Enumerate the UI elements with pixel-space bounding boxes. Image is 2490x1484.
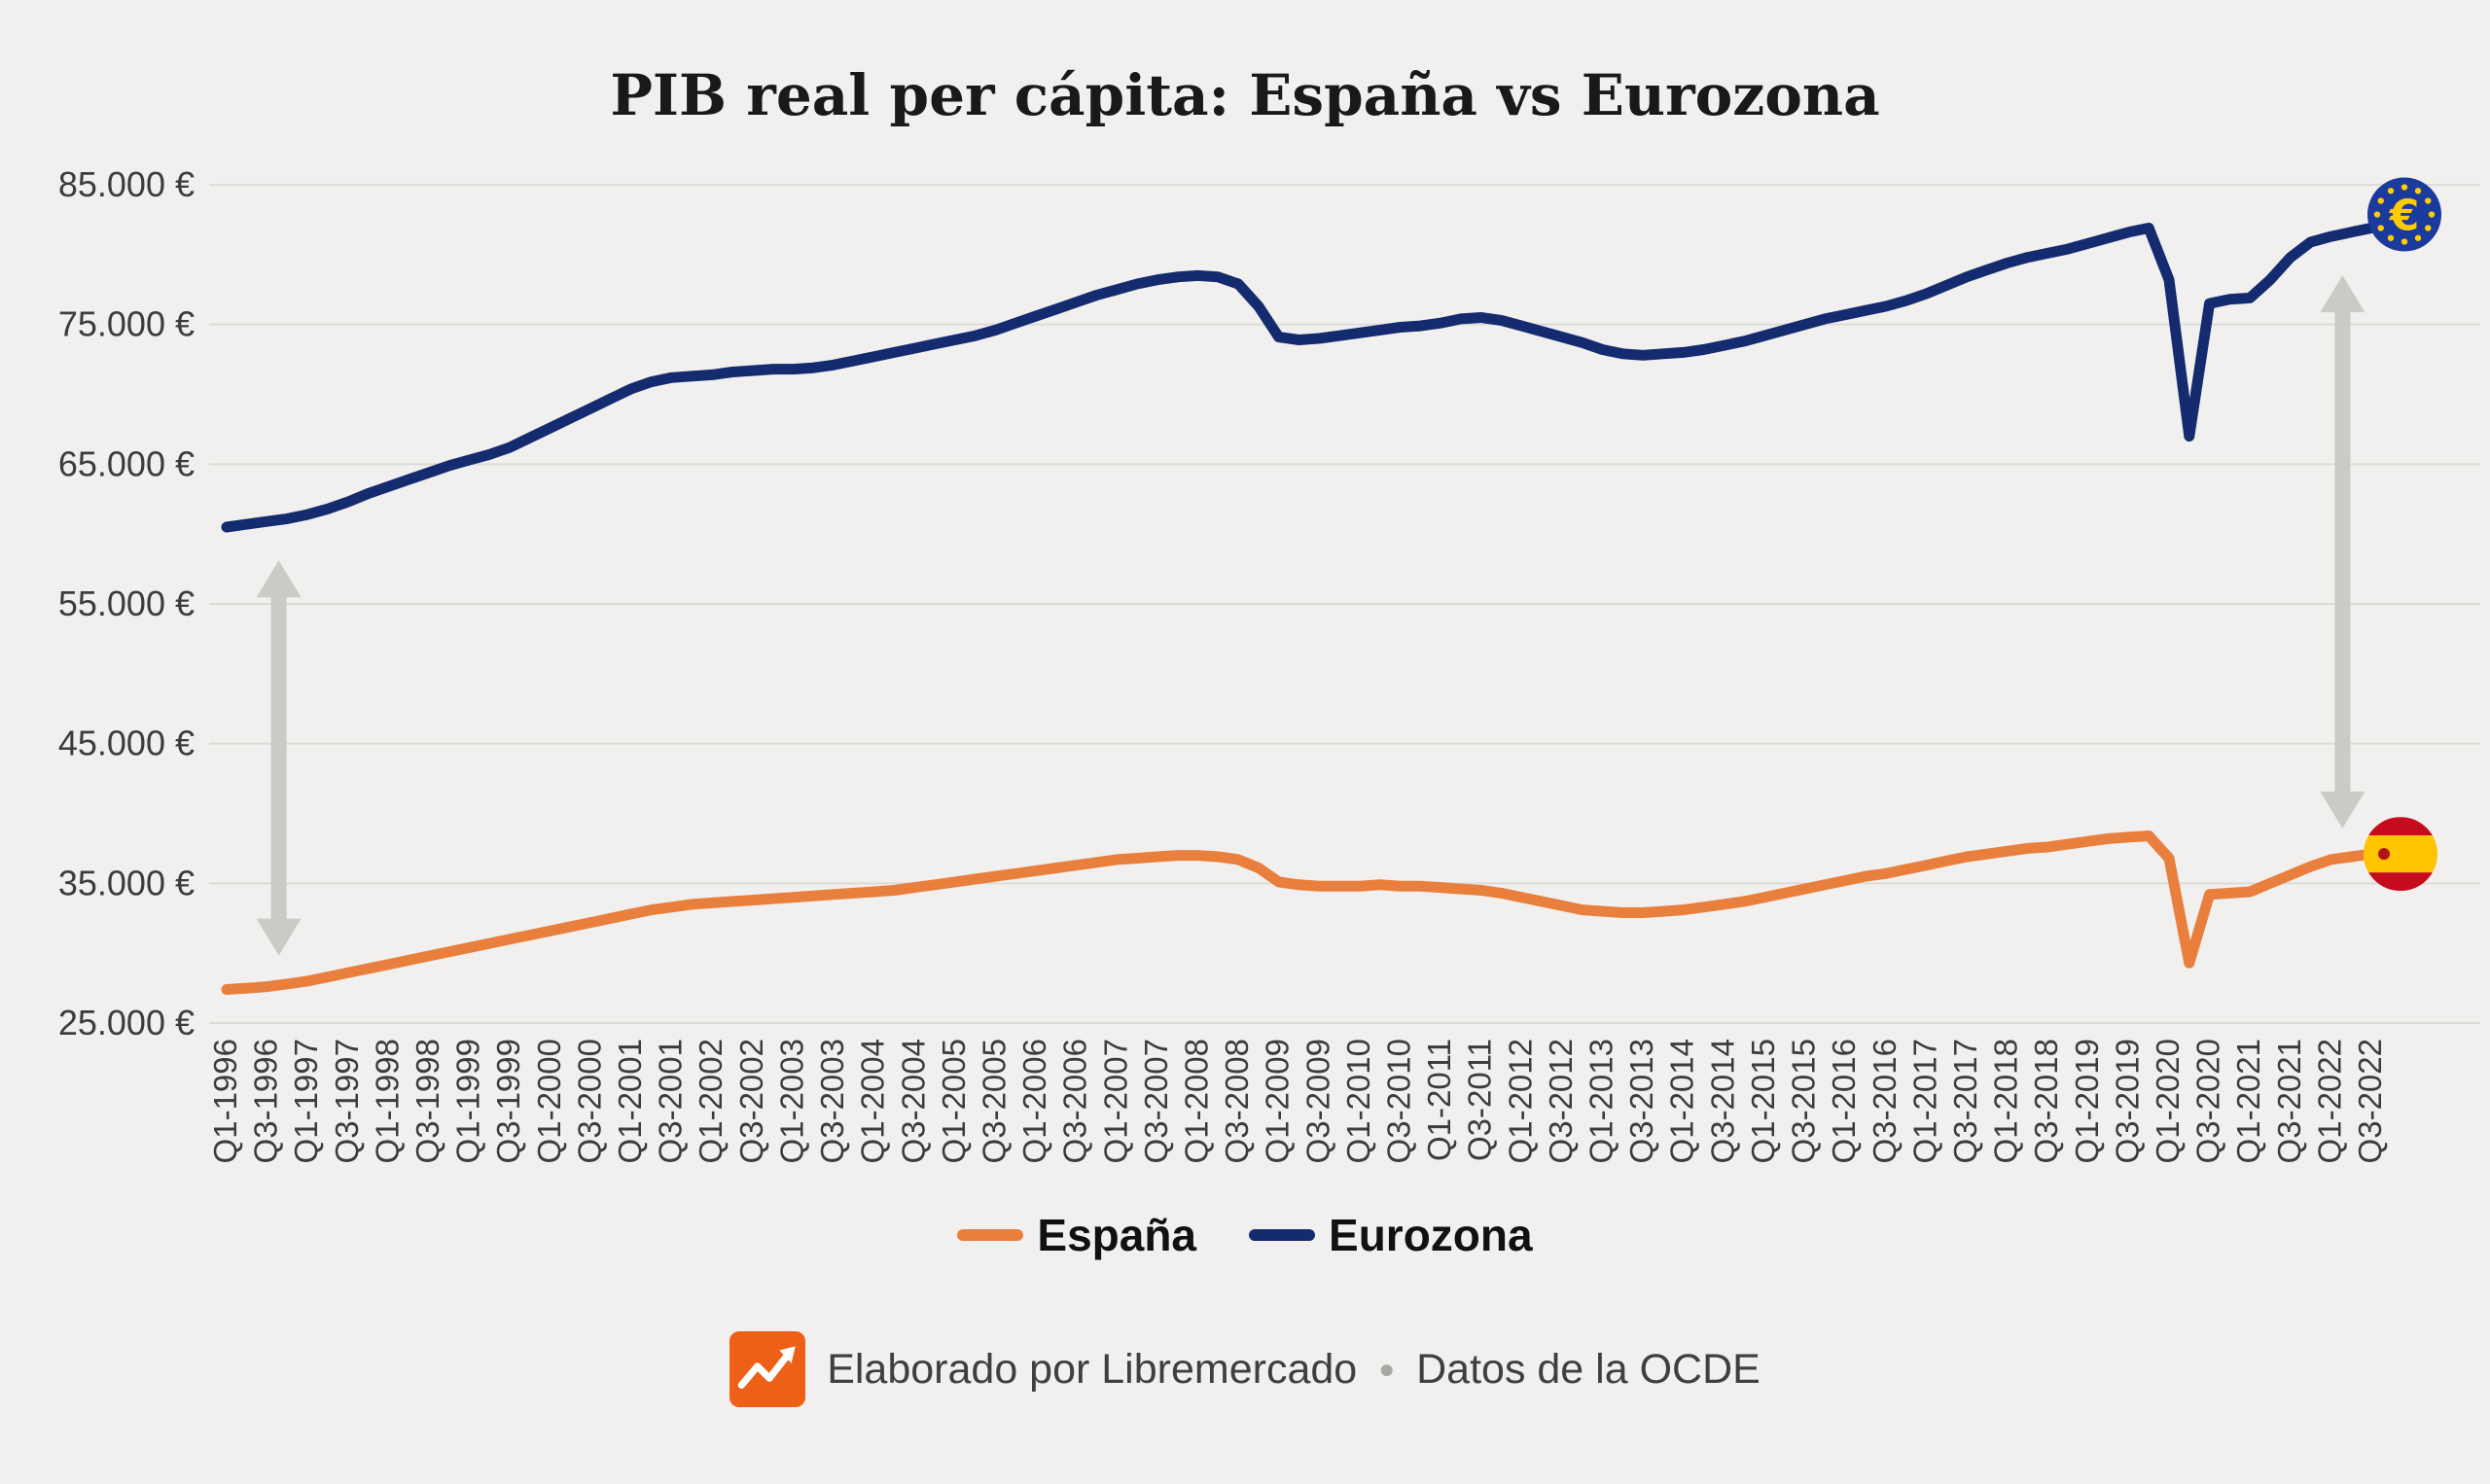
x-axis-tick-label: Q1-2016 <box>1826 1039 1862 1163</box>
y-axis-tick-label: 45.000 € <box>58 724 195 763</box>
x-axis-tick-label: Q3-2005 <box>976 1039 1012 1163</box>
espana-line-swatch <box>957 1229 1024 1241</box>
x-axis-tick-label: Q3-2004 <box>895 1039 931 1163</box>
legend-item-eurozona: Eurozona <box>1249 1209 1533 1261</box>
y-axis-tick-label: 65.000 € <box>58 443 195 483</box>
x-axis-tick-label: Q1-2005 <box>936 1039 972 1163</box>
x-axis-tick-label: Q1-2007 <box>1097 1039 1133 1163</box>
x-axis-tick-label: Q1-2000 <box>531 1039 567 1163</box>
espana-line <box>221 830 2377 995</box>
eu-flag-icon: € <box>2367 177 2441 252</box>
x-axis-tick-label: Q3-2014 <box>1704 1039 1740 1163</box>
x-axis-tick-label: Q1-2013 <box>1583 1039 1619 1163</box>
svg-text:€: € <box>2389 192 2420 241</box>
x-axis-tick-label: Q1-2012 <box>1502 1039 1538 1163</box>
x-axis-tick-label: Q1-2009 <box>1260 1039 1296 1163</box>
x-axis-tick-label: Q3-2000 <box>571 1039 607 1163</box>
x-axis-tick-label: Q1-2010 <box>1340 1039 1376 1163</box>
x-axis-tick-label: Q1-2004 <box>855 1039 891 1163</box>
x-axis-tick-label: Q1-2002 <box>693 1039 729 1163</box>
x-axis-tick-label: Q1-2006 <box>1016 1039 1052 1163</box>
x-axis-tick-label: Q1-1999 <box>450 1039 486 1163</box>
chart-title: PIB real per cápita: España vs Eurozona <box>610 62 1880 128</box>
x-axis-tick-label: Q3-2009 <box>1299 1039 1335 1163</box>
x-axis-tick-label: Q3-2002 <box>733 1039 769 1163</box>
source-text: Datos de la OCDE <box>1416 1345 1761 1393</box>
credit-text: Elaborado por Libremercado <box>827 1345 1358 1393</box>
legend-label-espana: España <box>1037 1210 1197 1260</box>
gap-arrow <box>2320 275 2366 829</box>
eurozona-line-swatch <box>1249 1229 1316 1241</box>
y-axis-tick-label: 25.000 € <box>58 1003 195 1042</box>
gap-arrow <box>256 560 302 956</box>
x-axis-tick-label: Q3-2021 <box>2271 1039 2307 1163</box>
x-axis-tick-label: Q3-2015 <box>1786 1039 1822 1163</box>
separator-dot-icon: ● <box>1378 1354 1396 1384</box>
x-axis-tick-label: Q1-2001 <box>612 1039 648 1163</box>
line-chart: 25.000 € 35.000 € 45.000 € 55.000 € 65.000 €… <box>58 164 2480 1163</box>
x-axis-tick-label: Q3-2022 <box>2352 1039 2388 1163</box>
x-axis-tick-label: Q1-1996 <box>207 1039 243 1163</box>
x-axis-tick-label: Q1-2017 <box>1906 1039 1942 1163</box>
x-axis-tick-label: Q3-2011 <box>1462 1039 1498 1161</box>
chart-header: PIB real per cápita: España vs Eurozona <box>0 0 2490 128</box>
y-axis-tick-label: 55.000 € <box>58 583 195 623</box>
x-axis-tick-label: Q3-2001 <box>653 1039 689 1163</box>
x-axis-tick-label: Q3-1997 <box>329 1039 365 1163</box>
x-axis-tick-label: Q3-2019 <box>2109 1039 2145 1163</box>
x-axis-tick-label: Q1-1998 <box>369 1039 405 1163</box>
y-axis-tick-label: 85.000 € <box>58 164 195 204</box>
x-axis-tick-label: Q1-2008 <box>1178 1039 1214 1163</box>
x-axis-tick-label: Q3-2012 <box>1543 1039 1579 1163</box>
x-axis-tick-label: Q3-2016 <box>1867 1039 1903 1163</box>
x-axis-tick-label: Q1-2018 <box>1988 1039 2024 1163</box>
x-axis-tick-label: Q3-2018 <box>2028 1039 2064 1163</box>
x-axis-tick-label: Q3-2007 <box>1138 1039 1174 1163</box>
libremercado-logo-icon <box>729 1331 806 1407</box>
y-axis-tick-label: 75.000 € <box>58 304 195 344</box>
x-axis-tick-label: Q1-2019 <box>2069 1039 2105 1163</box>
legend: España Eurozona <box>0 1208 2490 1262</box>
x-axis-tick-label: Q1-1997 <box>288 1039 324 1163</box>
legend-label-eurozona: Eurozona <box>1329 1210 1533 1260</box>
x-axis-tick-label: Q1-2021 <box>2230 1039 2266 1163</box>
eurozona-line <box>221 223 2377 533</box>
x-axis-tick-label: Q3-2020 <box>2190 1039 2226 1163</box>
x-axis-tick-label: Q1-2015 <box>1745 1039 1781 1163</box>
x-axis-tick-label: Q3-2013 <box>1623 1039 1659 1163</box>
x-axis-tick-label: Q1-2003 <box>773 1039 809 1163</box>
x-axis-tick-label: Q1-2022 <box>2311 1039 2347 1163</box>
x-axis-tick-label: Q3-2006 <box>1057 1039 1093 1163</box>
x-axis-tick-label: Q1-2011 <box>1421 1039 1457 1161</box>
x-axis-tick-label: Q1-2014 <box>1664 1039 1700 1163</box>
credit-footer: Elaborado por Libremercado ● Datos de la… <box>0 1330 2490 1408</box>
x-axis-tick-label: Q3-1996 <box>248 1039 284 1163</box>
x-axis-tick-label: Q3-2010 <box>1381 1039 1417 1163</box>
x-axis-tick-label: Q3-2008 <box>1219 1039 1255 1163</box>
x-axis-tick-label: Q3-2003 <box>814 1039 850 1163</box>
x-axis-tick-label: Q1-2020 <box>2150 1039 2186 1163</box>
legend-item-espana: España <box>957 1209 1196 1261</box>
x-axis-tick-label: Q3-1998 <box>409 1039 445 1163</box>
y-axis-tick-label: 35.000 € <box>58 863 195 902</box>
x-axis-tick-label: Q3-2017 <box>1947 1039 1983 1163</box>
x-axis-tick-label: Q3-1999 <box>490 1039 526 1163</box>
spain-flag-icon <box>2364 817 2437 892</box>
